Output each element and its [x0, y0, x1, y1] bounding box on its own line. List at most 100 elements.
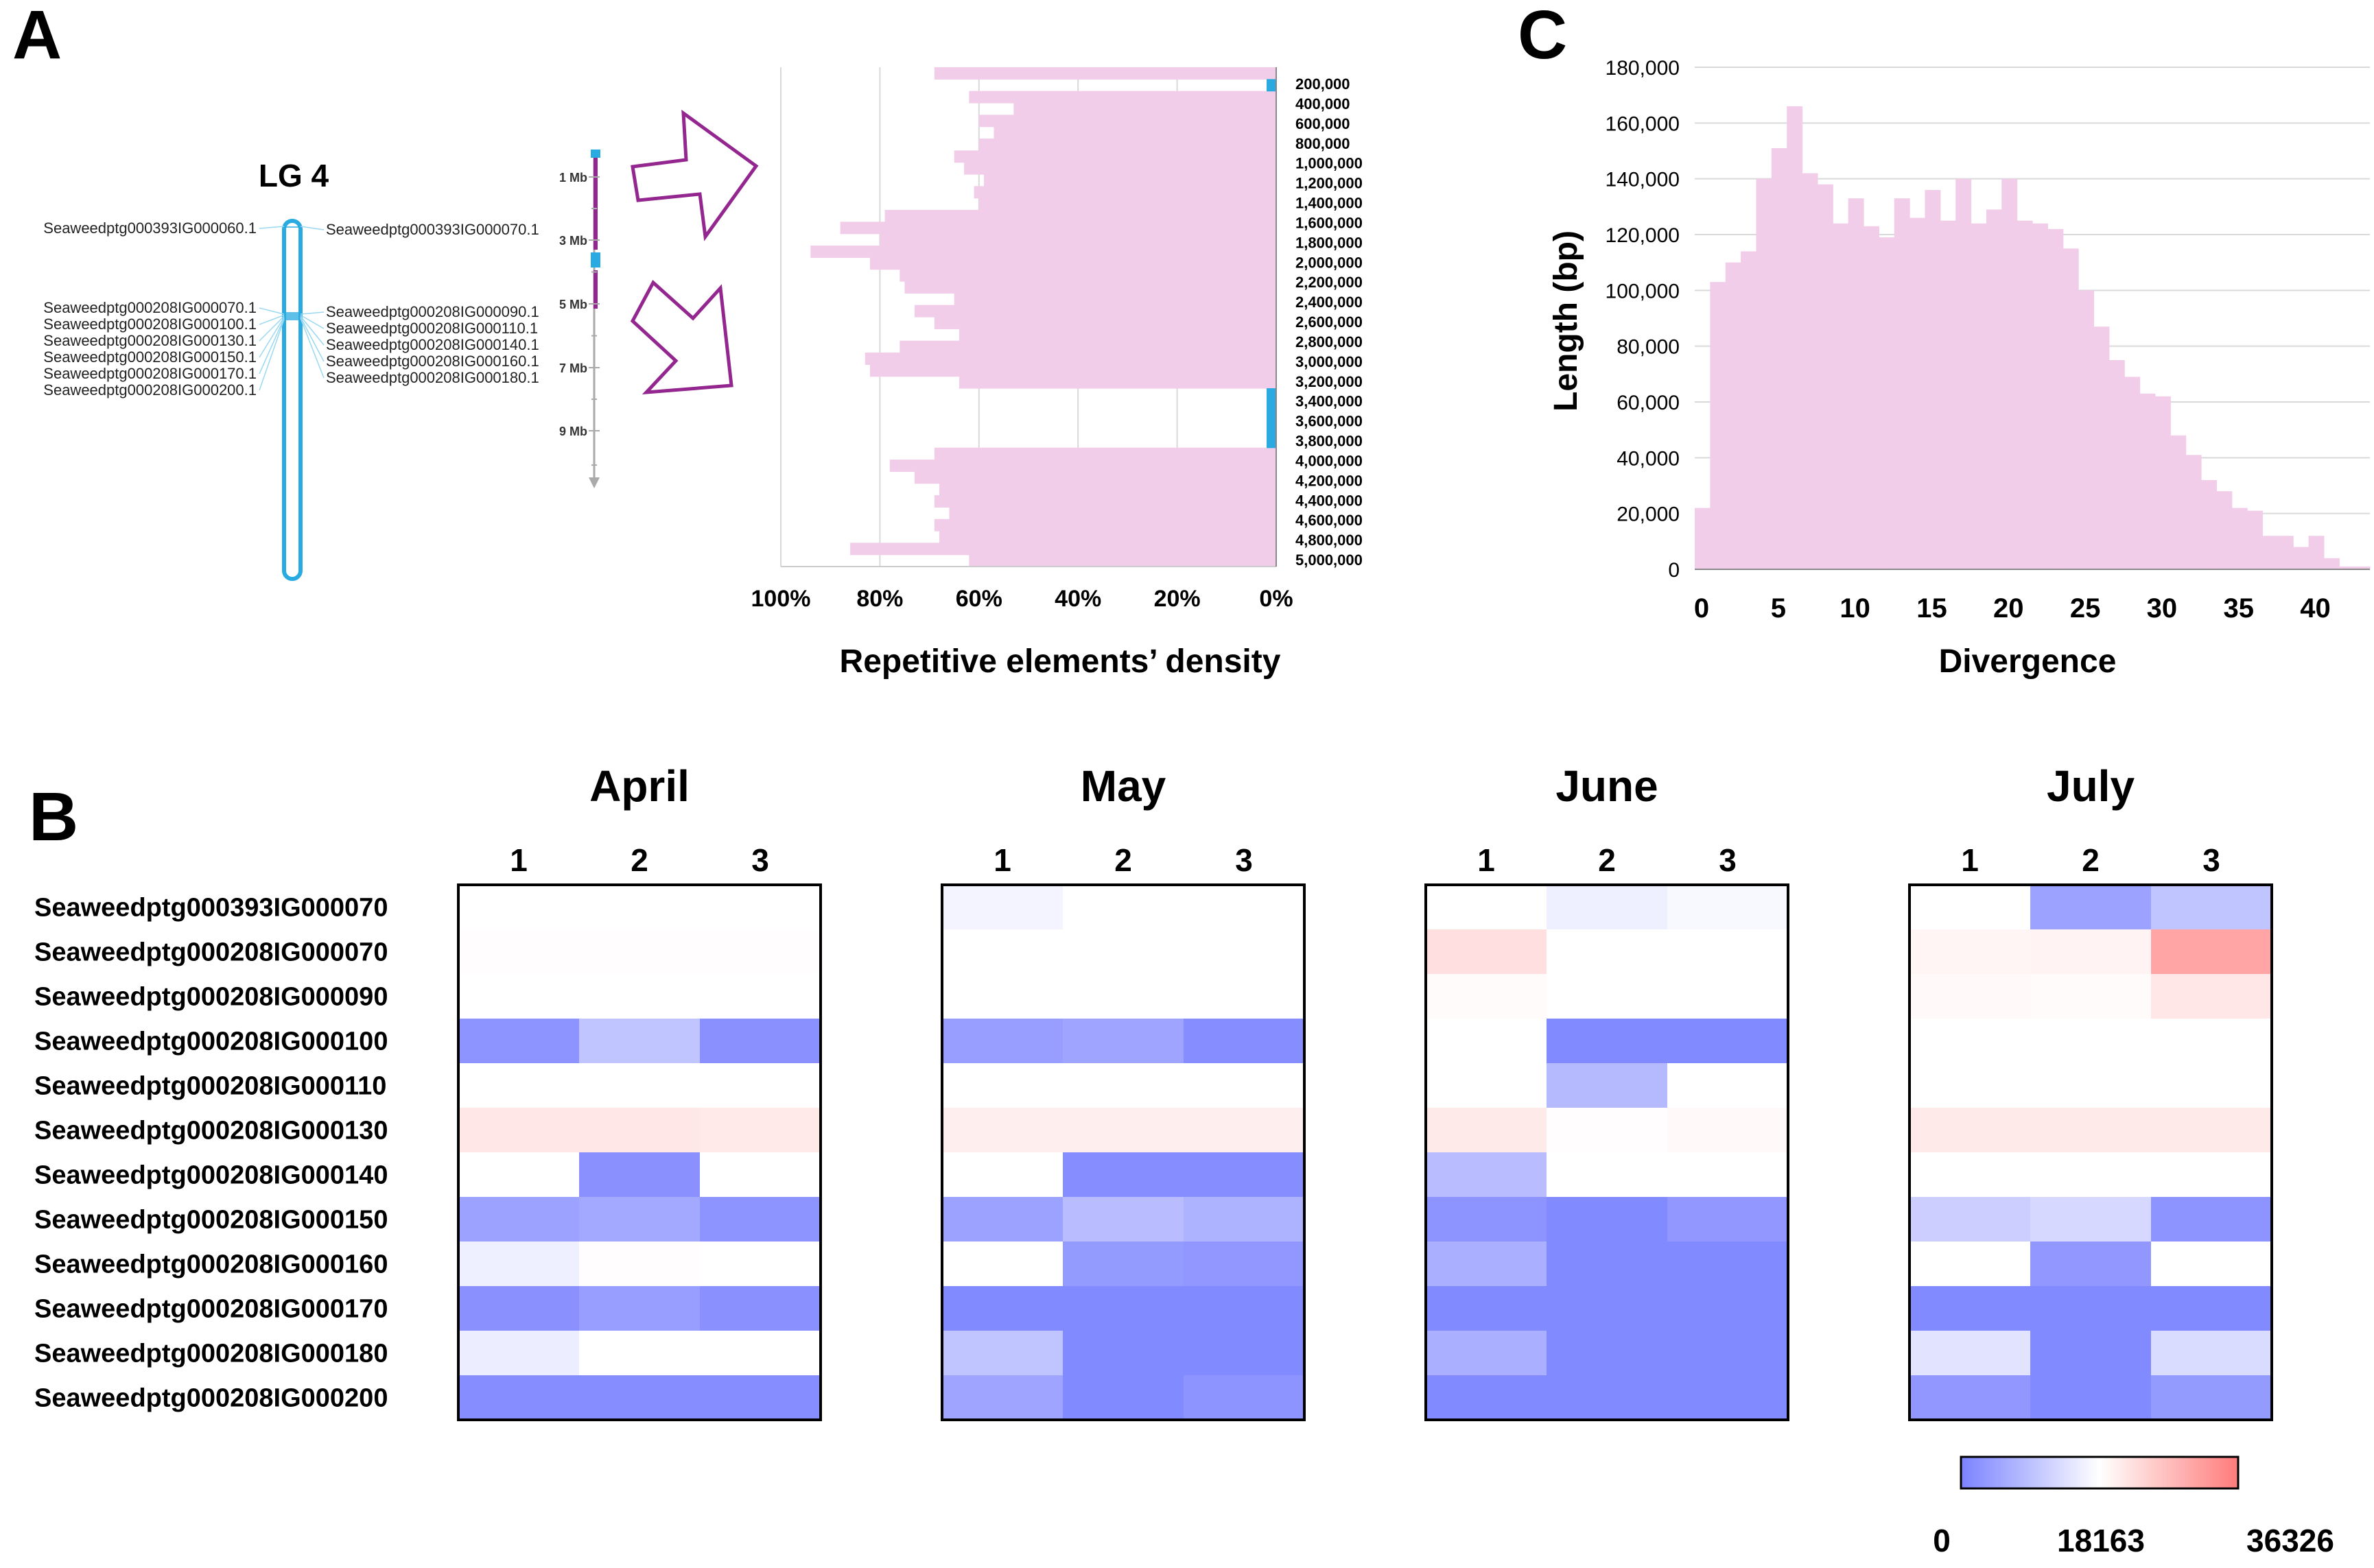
colorbar-tick-label: 18163: [2057, 1523, 2145, 1558]
histogram-bar: [1986, 209, 2002, 569]
density-y-tick-label: 3,200,000: [1295, 373, 1363, 390]
density-bar: [954, 293, 1276, 306]
histogram-y-tick-label: 80,000: [1617, 336, 1680, 359]
heatmap-cell: [458, 929, 580, 975]
heatmap-cell: [2030, 974, 2152, 1019]
histogram-bar: [1817, 184, 1833, 569]
density-gene-mark: [1267, 400, 1276, 413]
marker-connector: [259, 314, 285, 325]
histogram-bar: [2017, 220, 2033, 569]
histogram-y-tick-label: 100,000: [1606, 280, 1680, 302]
density-bar: [914, 471, 1276, 484]
histogram-bar: [2293, 547, 2310, 569]
density-gene-marks: [1267, 79, 1276, 449]
right-marker-label: Seaweedptg000208IG000160.1: [326, 353, 539, 370]
heatmap-cell: [2030, 1063, 2152, 1108]
heatmap-cell: [942, 1375, 1063, 1421]
density-bar: [974, 186, 1276, 199]
heatmap-cell: [1063, 1331, 1184, 1376]
heatmap-cell: [1667, 1019, 1789, 1064]
linkage-group-title: LG 4: [259, 158, 329, 193]
histogram-bar: [1710, 282, 1726, 569]
heatmap-cell: [1547, 1242, 1668, 1287]
histogram-bar: [2323, 558, 2340, 569]
heatmap-column-label: 3: [2202, 842, 2220, 878]
heatmap-cell: [1909, 1019, 2031, 1064]
density-y-tick-labels: 200,000 400,000 600,000 800,000 1,000,000 1,2…: [1295, 75, 1363, 569]
panel-label-b: B: [29, 779, 78, 855]
density-y-tick-label: 3,000,000: [1295, 353, 1363, 370]
histogram-bar: [2308, 536, 2325, 569]
heatmap-cell: [1667, 929, 1789, 975]
density-bar: [840, 222, 1276, 235]
heatmap-row-label: Seaweedptg000208IG000150: [34, 1206, 388, 1235]
histogram-y-tick-label: 40,000: [1617, 447, 1680, 470]
histogram-x-tick-label: 25: [2070, 593, 2101, 623]
scale-ticks: 1 Mb 3 Mb 5 Mb 7 Mb 9 Mb: [559, 171, 600, 466]
heatmap-cell: [458, 1108, 580, 1153]
heatmap-cell: [2030, 1108, 2152, 1153]
heatmap-cell: [458, 1019, 580, 1064]
heatmap-cell: [942, 1197, 1063, 1242]
left-marker-label: Seaweedptg000208IG000200.1: [43, 381, 257, 399]
heatmap-cell: [1909, 1286, 2031, 1331]
heatmap-row-labels: Seaweedptg000393IG000070 Seaweedptg000208…: [34, 894, 388, 1413]
histogram-bar: [2201, 479, 2217, 569]
heatmap-cell: [2151, 1331, 2272, 1376]
density-bar: [850, 543, 1276, 556]
heatmap-cell: [458, 1063, 580, 1108]
heatmap-cell: [1426, 1152, 1547, 1198]
density-y-tick-label: 4,200,000: [1295, 472, 1363, 489]
heatmap-cell: [1063, 929, 1184, 975]
scale-tick-label: 5 Mb: [559, 298, 587, 311]
heatmap-cell: [1547, 1108, 1668, 1153]
density-bar: [934, 67, 1276, 80]
heatmap-cell: [458, 1375, 580, 1421]
histogram-y-tick-label: 20,000: [1617, 503, 1680, 526]
histogram-bar: [2231, 508, 2248, 569]
left-marker-label: Seaweedptg000208IG000070.1: [43, 299, 257, 316]
heatmap-cell: [1063, 1242, 1184, 1287]
heatmap-cell: [579, 1242, 701, 1287]
heatmap-cell: [1547, 1019, 1668, 1064]
heatmap-cell: [2030, 1286, 2152, 1331]
density-gene-mark: [1267, 436, 1276, 449]
density-x-axis-label: Repetitive elements’ density: [840, 643, 1281, 680]
histogram-bar: [2170, 435, 2187, 569]
density-y-tick-label: 2,200,000: [1295, 274, 1363, 291]
heatmap-row-label: Seaweedptg000208IG000130: [34, 1117, 388, 1145]
right-marker-label: Seaweedptg000208IG000090.1: [326, 303, 539, 320]
marker-connector: [300, 314, 325, 329]
heatmap-group-title: May: [1081, 761, 1166, 811]
heatmap-column-label: 2: [1598, 842, 1616, 878]
heatmap-cell: [1667, 1197, 1789, 1242]
heatmap-cell: [1547, 885, 1668, 930]
heatmap-cell: [2030, 1152, 2152, 1198]
heatmap-cell: [942, 1063, 1063, 1108]
heatmap-cell: [1667, 1108, 1789, 1153]
heatmap-group-title: June: [1555, 761, 1658, 811]
density-bar: [934, 495, 1276, 508]
scale-tick-label: 9 Mb: [559, 425, 587, 438]
density-bar: [969, 91, 1276, 104]
density-bar: [934, 519, 1276, 532]
left-marker-label: Seaweedptg000208IG000130.1: [43, 332, 257, 349]
scale-gene-mark-upper: [591, 150, 600, 158]
heatmap-cell: [1063, 1152, 1184, 1198]
histogram-bar: [1725, 262, 1741, 569]
heatmap-cell: [942, 1286, 1063, 1331]
density-y-tick-label: 4,600,000: [1295, 512, 1363, 529]
density-y-tick-label: 4,000,000: [1295, 452, 1363, 469]
density-bar: [969, 554, 1276, 567]
heatmap-cell: [2030, 1242, 2152, 1287]
heatmap-row-label: Seaweedptg000208IG000170: [34, 1295, 388, 1324]
heatmap-cell: [1426, 1108, 1547, 1153]
histogram-bar: [2108, 360, 2125, 569]
heatmap-cell: [2151, 1286, 2272, 1331]
density-x-tick-label: 40%: [1055, 586, 1101, 612]
heatmap-cell: [1184, 1331, 1305, 1376]
left-marker-label: Seaweedptg000208IG000170.1: [43, 365, 257, 382]
heatmap-cell: [458, 1331, 580, 1376]
density-bar: [900, 340, 1276, 353]
histogram-bar: [2124, 377, 2141, 569]
